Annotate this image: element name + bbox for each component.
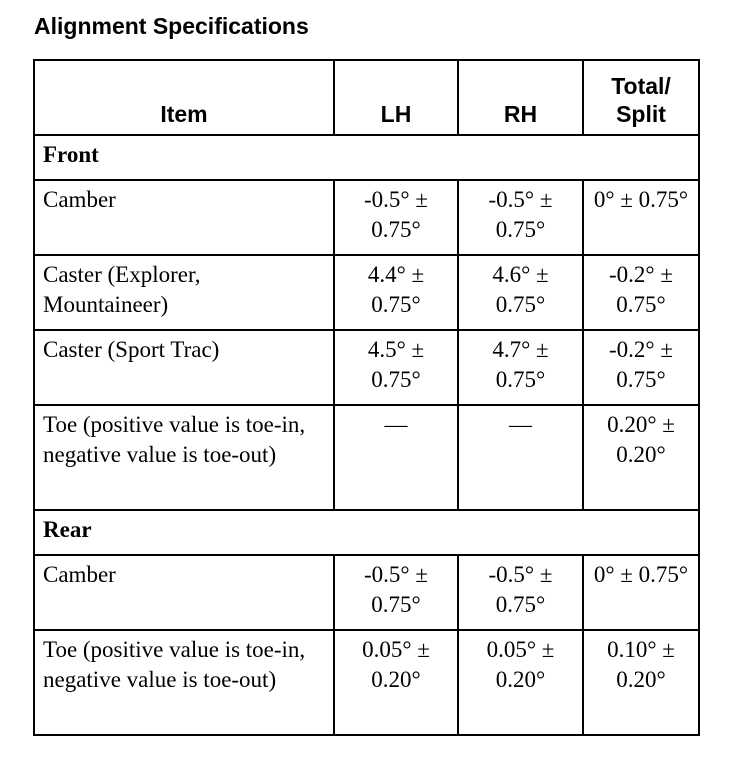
page-title: Alignment Specifications	[34, 13, 309, 39]
item-cell: Camber	[33, 554, 335, 631]
rh-cell: 4.7° ± 0.75°	[457, 329, 584, 406]
table-row: Camber -0.5° ± 0.75° -0.5° ± 0.75° 0° ± …	[33, 554, 700, 631]
rh-cell: 0.05° ± 0.20°	[457, 629, 584, 736]
alignment-specifications-table: Item LH RH Total/ Split Front Camber -0.…	[33, 59, 700, 736]
rh-cell: -0.5° ± 0.75°	[457, 179, 584, 256]
item-cell: Toe (positive value is toe-in, negative …	[33, 629, 335, 736]
table-row: Caster (Sport Trac) 4.5° ± 0.75° 4.7° ± …	[33, 329, 700, 406]
header-item: Item	[33, 59, 335, 136]
section-row-front: Front	[33, 134, 700, 181]
section-row-rear: Rear	[33, 509, 700, 556]
header-lh: LH	[333, 59, 459, 136]
total-cell: 0° ± 0.75°	[582, 179, 700, 256]
header-rh: RH	[457, 59, 584, 136]
lh-cell: 4.5° ± 0.75°	[333, 329, 459, 406]
total-cell: -0.2° ± 0.75°	[582, 254, 700, 331]
rh-cell: —	[457, 404, 584, 511]
lh-cell: -0.5° ± 0.75°	[333, 179, 459, 256]
total-cell: 0.20° ± 0.20°	[582, 404, 700, 511]
header-row: Item LH RH Total/ Split	[33, 59, 700, 136]
table-row: Toe (positive value is toe-in, negative …	[33, 404, 700, 511]
table-row: Toe (positive value is toe-in, negative …	[33, 629, 700, 736]
rh-cell: 4.6° ± 0.75°	[457, 254, 584, 331]
total-cell: -0.2° ± 0.75°	[582, 329, 700, 406]
item-cell: Toe (positive value is toe-in, negative …	[33, 404, 335, 511]
item-cell: Camber	[33, 179, 335, 256]
item-cell: Caster (Sport Trac)	[33, 329, 335, 406]
rh-cell: -0.5° ± 0.75°	[457, 554, 584, 631]
lh-cell: 4.4° ± 0.75°	[333, 254, 459, 331]
total-cell: 0.10° ± 0.20°	[582, 629, 700, 736]
table-row: Caster (Explorer, Mountaineer) 4.4° ± 0.…	[33, 254, 700, 331]
section-label: Front	[33, 134, 700, 181]
header-total-split: Total/ Split	[582, 59, 700, 136]
lh-cell: 0.05° ± 0.20°	[333, 629, 459, 736]
item-cell: Caster (Explorer, Mountaineer)	[33, 254, 335, 331]
total-cell: 0° ± 0.75°	[582, 554, 700, 631]
lh-cell: -0.5° ± 0.75°	[333, 554, 459, 631]
lh-cell: —	[333, 404, 459, 511]
section-label: Rear	[33, 509, 700, 556]
table-row: Camber -0.5° ± 0.75° -0.5° ± 0.75° 0° ± …	[33, 179, 700, 256]
